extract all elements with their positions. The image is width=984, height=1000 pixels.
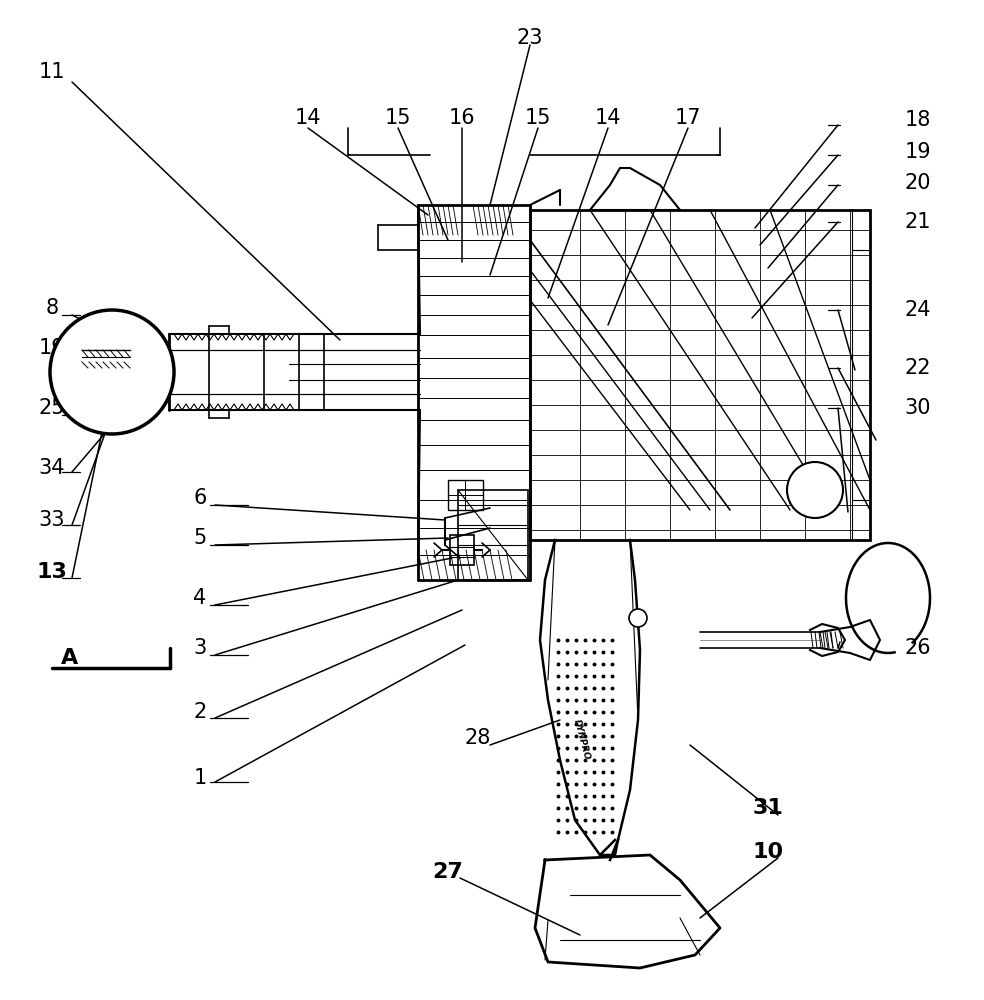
Text: 31: 31 [753,798,783,818]
Text: 27: 27 [433,862,463,882]
Text: 10: 10 [753,842,783,862]
Text: 6: 6 [193,488,207,508]
Text: 8: 8 [45,298,59,318]
Text: 11: 11 [38,62,65,82]
Text: 15: 15 [524,108,551,128]
Text: 4: 4 [194,588,207,608]
Text: 22: 22 [904,358,931,378]
Text: 21: 21 [904,212,931,232]
Text: 19: 19 [38,338,65,358]
Bar [458,490,528,580]
Text: 25: 25 [38,398,65,418]
Text: 19: 19 [904,142,931,162]
Text: 14: 14 [594,108,621,128]
Text: 28: 28 [464,728,491,748]
Circle shape [629,609,647,627]
Text: 1: 1 [194,768,207,788]
Text: A: A [61,648,79,668]
Bar [530,210,870,540]
Text: 14: 14 [295,108,321,128]
Bar [82,350,130,368]
Text: DYNPRO: DYNPRO [573,719,591,761]
Text: 30: 30 [904,398,931,418]
Text: 33: 33 [38,510,65,530]
Circle shape [50,310,174,434]
Text: 23: 23 [517,28,543,48]
Bar [450,535,474,565]
Text: 20: 20 [904,173,931,193]
Text: 34: 34 [38,458,65,478]
Text: 24: 24 [904,300,931,320]
Text: 13: 13 [36,562,68,582]
Circle shape [787,462,843,518]
Text: 2: 2 [194,702,207,722]
Text: 15: 15 [385,108,411,128]
Text: 16: 16 [449,108,475,128]
Text: 5: 5 [194,528,207,548]
Text: 26: 26 [904,638,931,658]
Text: 17: 17 [675,108,702,128]
Bar [448,480,483,510]
Text: 3: 3 [194,638,207,658]
Text: 18: 18 [905,110,931,130]
